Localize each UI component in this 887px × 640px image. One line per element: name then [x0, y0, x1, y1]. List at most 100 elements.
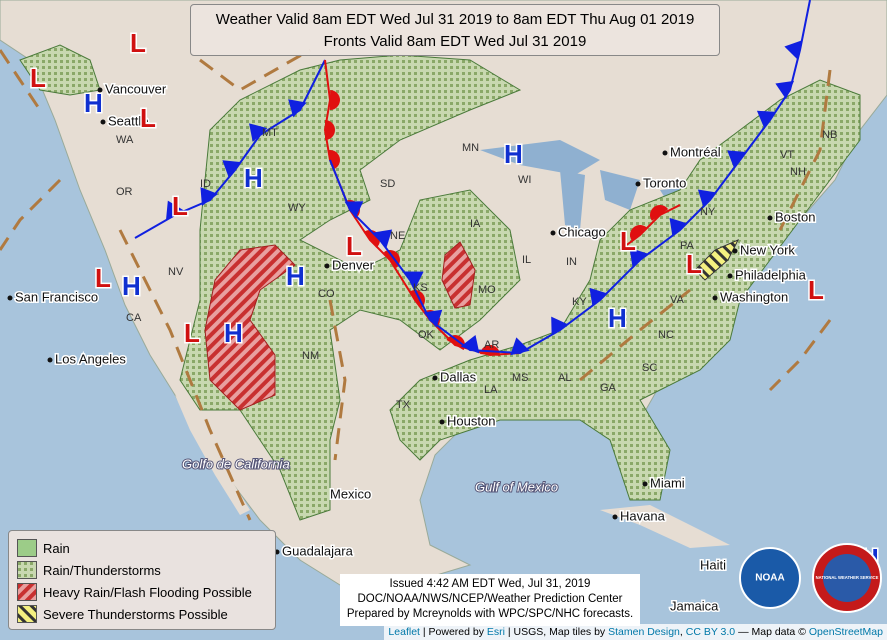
state-label: AR — [484, 339, 499, 351]
link[interactable]: CC BY 3.0 — [685, 626, 736, 638]
city-label: Guadalajara — [282, 543, 354, 558]
state-label: KY — [572, 296, 587, 308]
state-label: NY — [700, 206, 716, 218]
low-center: L — [95, 263, 111, 293]
low-center: L — [686, 249, 702, 279]
state-label: SC — [642, 362, 657, 374]
city-dot — [7, 295, 13, 301]
city-dot — [662, 150, 668, 156]
high-center: H — [244, 163, 263, 193]
link[interactable]: OpenStreetMap — [808, 626, 883, 638]
high-center: H — [608, 303, 627, 333]
legend-label: Heavy Rain/Flash Flooding Possible — [43, 584, 252, 600]
attribution-text: , — [679, 626, 683, 638]
legend-label: Severe Thunderstorms Possible — [43, 606, 228, 622]
city-label: Philadelphia — [735, 267, 807, 282]
troughs — [0, 48, 832, 521]
city-dot — [47, 357, 53, 363]
legend-item: Rain/Thunderstorms — [17, 559, 267, 581]
low-center: L — [130, 28, 146, 58]
city-dot — [432, 375, 438, 381]
swatch — [17, 583, 37, 601]
swatch — [17, 539, 37, 557]
cold-front — [134, 59, 326, 239]
city-label: Boston — [775, 209, 815, 224]
trough — [768, 319, 832, 392]
high-center: H — [224, 318, 243, 348]
state-label: SD — [380, 178, 395, 190]
legend-label: Rain — [43, 540, 70, 556]
state-label: WA — [116, 134, 134, 146]
state-label: PA — [680, 240, 695, 252]
state-label: AL — [558, 372, 571, 384]
state-label: NV — [168, 266, 184, 278]
city-label: Los Angeles — [55, 351, 126, 366]
high-center: H — [122, 271, 141, 301]
city-dot — [324, 263, 330, 269]
issued-line: Issued 4:42 AM EDT Wed, Jul 31, 2019 — [389, 578, 591, 590]
swatch — [17, 561, 37, 579]
city-label: Dallas — [440, 369, 477, 384]
state-label: KS — [413, 282, 428, 294]
city-dot — [550, 230, 556, 236]
attribution: Leaflet | Powered by Esri | USGS, Map ti… — [384, 624, 887, 640]
state-label: ID — [200, 178, 211, 190]
state-label: MO — [478, 284, 496, 296]
state-label: WY — [288, 202, 306, 214]
low-center: L — [184, 318, 200, 348]
link[interactable]: Leaflet — [388, 626, 420, 638]
trough — [328, 299, 347, 461]
link[interactable]: Esri — [486, 626, 505, 638]
city-label: Mexico — [330, 486, 371, 501]
state-label: IN — [566, 256, 577, 268]
city-label: Jamaica — [670, 598, 719, 613]
legend-item: Rain — [17, 537, 267, 559]
city-label: Houston — [447, 413, 495, 428]
high-center: H — [286, 261, 305, 291]
issued-line: DOC/NOAA/NWS/NCEP/Weather Prediction Cen… — [357, 593, 623, 605]
low-center: L — [346, 231, 362, 261]
legend-label: Rain/Thunderstorms — [43, 562, 161, 578]
city-dot — [635, 181, 641, 187]
state-label: MN — [462, 142, 479, 154]
state-label: MT — [262, 127, 278, 139]
high-center: H — [84, 88, 103, 118]
city-dot — [439, 419, 445, 425]
state-label: NE — [390, 230, 405, 242]
trough — [118, 229, 252, 521]
water-label: Gulf of Mexico — [475, 479, 558, 494]
issued-box: Issued 4:42 AM EDT Wed, Jul 31, 2019 DOC… — [340, 574, 640, 626]
city-label: Toronto — [643, 175, 686, 190]
state-label: IL — [522, 254, 531, 266]
state-label: CA — [126, 312, 142, 324]
state-label: IA — [470, 218, 481, 230]
city-dot — [642, 481, 648, 487]
state-label: NB — [822, 129, 837, 141]
legend-item: Heavy Rain/Flash Flooding Possible — [17, 581, 267, 603]
state-label: NH — [790, 166, 806, 178]
attribution-text: — Map data © — [738, 626, 806, 638]
issued-line: Prepared by Mcreynolds with WPC/SPC/NHC … — [346, 608, 634, 620]
state-label: VT — [780, 149, 794, 161]
legend-item: Severe Thunderstorms Possible — [17, 603, 267, 625]
cuba — [600, 505, 730, 548]
logos: NOAA NATIONAL WEATHER SERVICE — [739, 543, 882, 613]
state-label: MS — [512, 372, 529, 384]
state-label: OK — [418, 329, 435, 341]
city-dot — [767, 215, 773, 221]
city-dot — [97, 87, 103, 93]
city-dot — [732, 248, 738, 254]
low-center: L — [140, 103, 156, 133]
city-label: Denver — [332, 257, 375, 272]
city-label: Washington — [720, 289, 788, 304]
nws-text: NATIONAL WEATHER SERVICE — [816, 575, 879, 580]
legend: Rain Rain/Thunderstorms Heavy Rain/Flash… — [8, 530, 276, 630]
labels: NB NH VT NY PA VA NC SC GA AL MS KY IN IL WI LA AR MO IA MN… — [7, 26, 880, 615]
city-label: Chicago — [558, 224, 606, 239]
low-center: L — [808, 275, 824, 305]
link[interactable]: Stamen Design — [608, 626, 680, 638]
city-label: Miami — [650, 475, 685, 490]
attribution-text: | Powered by — [422, 626, 484, 638]
